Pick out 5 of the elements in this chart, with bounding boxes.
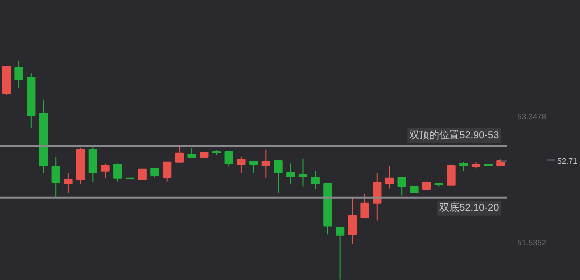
y-tick-label: 53.3478	[518, 112, 547, 122]
ref-line-label: 双底52.10-20	[440, 202, 500, 214]
ref-line-label: 双顶的位置52.90-53	[410, 129, 500, 142]
y-tick-label: 51.5352	[518, 238, 547, 248]
ref-line-label: 52.71	[558, 156, 578, 166]
